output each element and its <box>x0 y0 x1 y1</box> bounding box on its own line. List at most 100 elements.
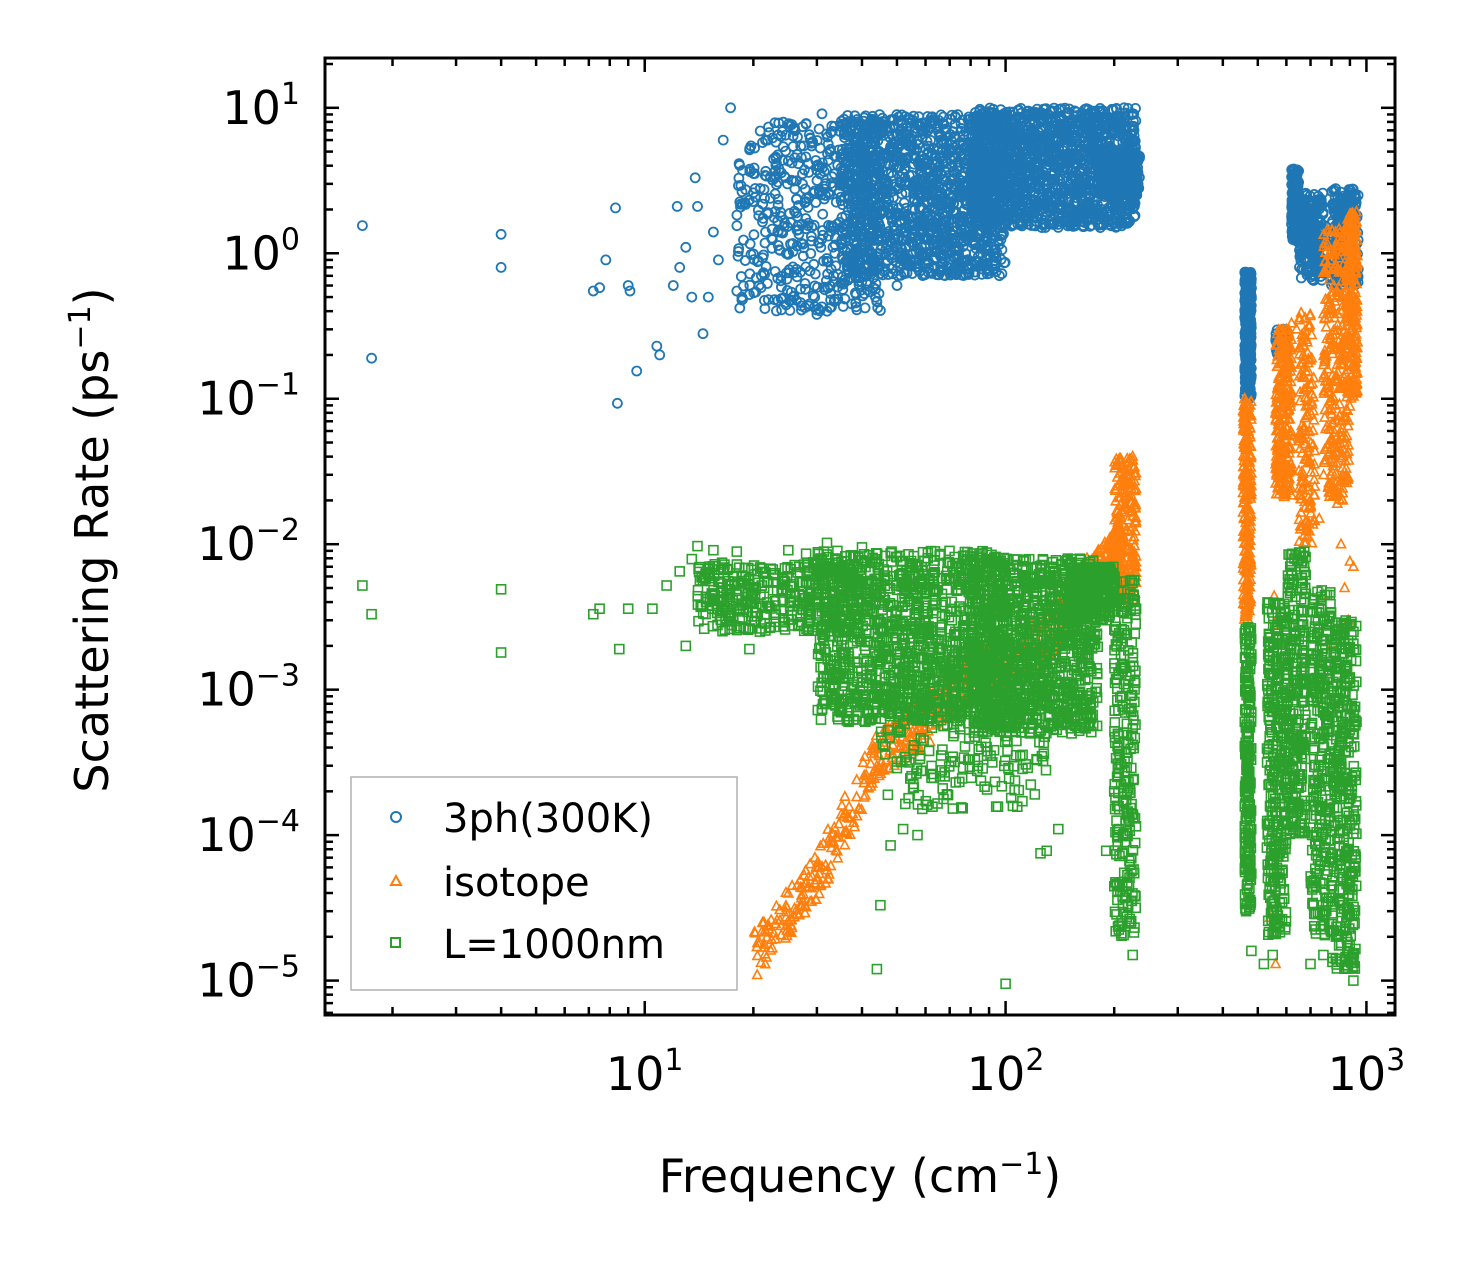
data-point-3ph-4786 <box>600 254 612 266</box>
data-point-3ph-35 <box>748 229 760 241</box>
data-point-3ph-408 <box>732 250 744 262</box>
data-point-3ph-455 <box>787 238 799 249</box>
data-point-3ph-344 <box>803 192 815 204</box>
data-point-3ph-123 <box>757 198 769 210</box>
data-point-3ph-435 <box>825 177 837 189</box>
data-point-3ph-421 <box>775 167 787 179</box>
data-point-3ph-359 <box>731 209 743 221</box>
data-point-3ph-388 <box>770 165 781 177</box>
data-point-3ph-346 <box>754 183 766 194</box>
data-point-3ph-488 <box>738 234 749 246</box>
data-point-3ph-406 <box>815 189 827 201</box>
data-point-3ph-374 <box>775 206 786 218</box>
data-point-3ph-17 <box>813 123 825 135</box>
data-point-3ph-4800 <box>692 200 703 212</box>
data-point-3ph-393 <box>822 154 834 166</box>
data-point-isotope-95 <box>839 789 851 802</box>
data-point-3ph-415 <box>769 294 780 306</box>
data-point-3ph-58 <box>875 305 886 316</box>
data-point-3ph-150 <box>757 137 768 149</box>
data-point-3ph-320 <box>806 231 817 242</box>
data-point-3ph-365 <box>758 249 769 261</box>
data-point-3ph-4798 <box>686 291 698 303</box>
data-point-3ph-430 <box>760 226 771 238</box>
data-point-3ph-136 <box>775 275 787 287</box>
data-point-3ph-336 <box>795 140 807 152</box>
data-point-3ph-288 <box>823 219 834 231</box>
data-point-3ph-465 <box>793 228 805 240</box>
data-point-3ph-298 <box>832 281 843 293</box>
data-point-3ph-4803 <box>708 226 719 238</box>
data-point-3ph-419 <box>806 137 818 149</box>
data-point-3ph-391 <box>792 158 804 170</box>
data-point-3ph-375 <box>778 220 790 232</box>
data-point-3ph-4780 <box>356 220 368 232</box>
data-point-3ph-462 <box>759 268 770 280</box>
data-point-3ph-195 <box>859 302 871 314</box>
data-point-3ph-354 <box>759 237 771 249</box>
data-point-3ph-389 <box>822 138 834 150</box>
data-point-isotope-78 <box>748 925 761 937</box>
data-point-isotope-61 <box>751 949 764 961</box>
data-point-3ph-194 <box>731 220 743 232</box>
data-point-3ph-497 <box>788 290 800 302</box>
data-point-3ph-4799 <box>689 172 701 184</box>
data-point-3ph-492 <box>770 151 782 163</box>
data-point-3ph-434 <box>763 121 774 133</box>
data-point-3ph-4820 <box>891 280 903 291</box>
data-point-3ph-4789 <box>622 280 634 291</box>
data-point-3ph-312 <box>808 219 820 231</box>
data-point-isotope-94 <box>857 755 870 768</box>
data-point-3ph-422 <box>872 302 884 314</box>
data-point-3ph-4787 <box>610 202 621 214</box>
data-point-3ph-413 <box>809 280 821 292</box>
data-point-isotope-148 <box>836 798 848 810</box>
data-point-3ph-4790 <box>624 285 636 297</box>
data-point-3ph-473 <box>753 210 765 222</box>
data-point-3ph-496 <box>740 198 751 210</box>
data-point-3ph-345 <box>748 162 760 174</box>
data-point-3ph-4793 <box>654 349 666 361</box>
data-point-3ph-410 <box>766 223 778 235</box>
data-point-3ph-279 <box>809 268 821 280</box>
data-point-3ph-4782 <box>495 228 507 240</box>
data-point-3ph-126 <box>830 196 842 208</box>
data-point-3ph-373 <box>825 263 837 275</box>
data-point-isotope-151 <box>850 773 863 785</box>
data-point-3ph-432 <box>772 199 784 211</box>
data-point-3ph-480 <box>735 198 746 210</box>
data-point-3ph-404 <box>771 179 782 191</box>
data-point-3ph-444 <box>804 132 816 144</box>
data-point-3ph-481 <box>766 242 778 254</box>
data-point-3ph-4806 <box>725 102 736 114</box>
data-point-3ph-390 <box>812 159 824 171</box>
data-point-3ph-489 <box>809 291 821 303</box>
data-point-3ph-4791 <box>631 365 643 377</box>
data-point-3ph-448 <box>857 290 868 302</box>
data-point-3ph-259 <box>735 271 747 282</box>
data-point-3ph-309 <box>826 125 838 137</box>
data-point-3ph-4801 <box>697 328 709 340</box>
data-point-3ph-382 <box>800 151 812 163</box>
data-point-3ph-4804 <box>713 254 724 266</box>
data-point-3ph-299 <box>772 193 784 205</box>
data-point-3ph-381 <box>818 255 829 267</box>
data-point-3ph-370 <box>799 183 811 195</box>
data-point-3ph-407 <box>749 168 760 180</box>
data-point-3ph-450 <box>803 217 814 229</box>
data-point-3ph-236 <box>837 284 849 295</box>
data-point-3ph-392 <box>740 184 752 196</box>
data-point-3ph-327 <box>744 142 756 154</box>
data-point-3ph-476 <box>771 305 782 317</box>
data-point-3ph-313 <box>827 241 839 253</box>
data-point-3ph-125 <box>817 208 829 220</box>
data-point-3ph-396 <box>813 237 824 249</box>
data-point-3ph-355 <box>791 271 803 283</box>
data-point-3ph-491 <box>783 248 795 260</box>
data-point-3ph-214 <box>811 135 823 146</box>
data-point-3ph-1110 <box>898 197 910 209</box>
data-point-3ph-161 <box>773 117 785 129</box>
data-point-3ph-464 <box>811 164 823 176</box>
data-point-3ph-442 <box>821 128 832 140</box>
data-point-3ph-467 <box>790 175 802 187</box>
